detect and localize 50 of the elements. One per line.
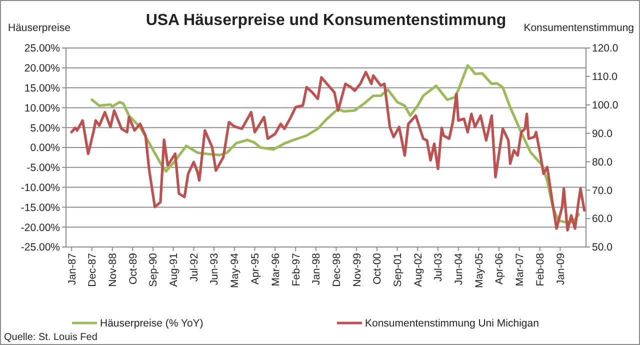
- y-tick-label: -20.00%: [20, 222, 60, 234]
- y2-axis-title: Konsumentenstimmung: [524, 22, 634, 34]
- y2-tick-label: 80.0: [592, 156, 613, 168]
- y2-tick-label: 50.0: [592, 242, 613, 254]
- y-tick-label: 25.00%: [24, 42, 60, 55]
- y-tick-label: 10.00%: [24, 102, 60, 114]
- x-tick-label: Jul-03: [432, 252, 445, 282]
- y-axis-title: Häuserpreise: [8, 22, 71, 34]
- y2-tick-label: 110.0: [592, 71, 618, 84]
- x-tick-label: Sep-90: [148, 252, 160, 287]
- y-tick-label: -25.00%: [20, 242, 60, 254]
- x-tick-label: Sep-01: [392, 252, 404, 287]
- x-tick-label: Oct-89: [127, 252, 140, 285]
- x-tick-label: Jan-09: [554, 252, 567, 286]
- y-tick-label: 20.00%: [24, 62, 60, 75]
- y-tick-label: -5.00%: [26, 162, 60, 174]
- y-tick-label: 15.00%: [24, 82, 60, 94]
- legend-label: Konsumentenstimmung Uni Michigan: [365, 318, 540, 330]
- x-tick-label: Mar-96: [270, 252, 282, 286]
- y2-tick-label: 90.0: [592, 128, 613, 140]
- legend-label: Häuserpreise (% YoY): [100, 318, 204, 330]
- x-tick-label: Apr-06: [494, 252, 506, 285]
- x-tick-label: May-05: [473, 252, 486, 288]
- x-tick-label: Feb-97: [290, 252, 302, 286]
- x-tick-label: Aug-91: [168, 252, 180, 287]
- x-tick-label: Dec-98: [330, 252, 343, 287]
- x-tick-label: Feb-08: [534, 252, 547, 286]
- x-tick-label: Oct-00: [372, 252, 384, 285]
- x-tick-label: Jul-92: [188, 252, 200, 282]
- y-tick-label: -15.00%: [20, 202, 60, 214]
- y2-tick-label: 120.0: [592, 42, 618, 55]
- x-tick-label: Dec-87: [86, 252, 99, 287]
- source-note: Quelle: St. Louis Fed: [4, 332, 98, 343]
- x-tick-label: Jan-87: [66, 252, 78, 286]
- chart-title: USA Häuserpreise und Konsumentenstimmung: [146, 12, 506, 29]
- y-tick-label: 0.00%: [30, 142, 60, 154]
- x-tick-label: Jun-04: [453, 252, 466, 286]
- x-tick-label: Aug-02: [412, 252, 424, 287]
- x-tick-label: Nov-99: [351, 252, 364, 287]
- y2-tick-label: 70.0: [592, 184, 613, 197]
- x-tick-label: Nov-88: [107, 252, 120, 287]
- y2-tick-label: 100.0: [592, 100, 618, 112]
- x-tick-label: Mar-07: [514, 252, 526, 286]
- x-tick-label: Jan-98: [310, 252, 323, 286]
- y-tick-label: -10.00%: [20, 182, 60, 194]
- x-tick-label: Apr-95: [249, 252, 262, 285]
- x-tick-label: Jun-93: [208, 252, 221, 286]
- y-tick-label: 5.00%: [30, 122, 60, 134]
- y2-tick-label: 60.0: [592, 213, 613, 226]
- x-tick-label: May-94: [229, 252, 242, 288]
